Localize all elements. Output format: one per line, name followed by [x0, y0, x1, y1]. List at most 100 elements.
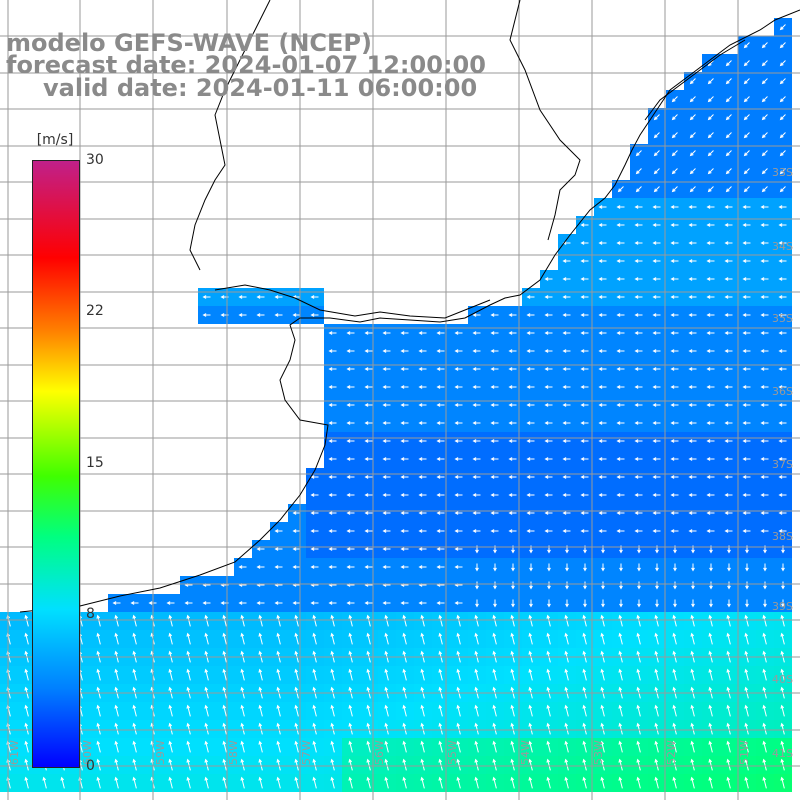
wave-direction-arrow: [600, 776, 605, 789]
wave-direction-arrow: [726, 776, 731, 789]
wave-direction-arrow: [779, 60, 786, 67]
wave-direction-arrow: [492, 614, 497, 627]
wave-direction-arrow: [616, 331, 625, 335]
wave-direction-arrow: [493, 563, 497, 572]
wave-direction-arrow: [600, 758, 605, 771]
wave-direction-arrow: [598, 277, 607, 281]
wave-direction-arrow: [670, 529, 679, 533]
wave-direction-arrow: [96, 668, 101, 681]
wave-direction-arrow: [508, 421, 517, 425]
wave-direction-arrow: [456, 740, 461, 753]
wave-direction-arrow: [619, 599, 623, 608]
wave-direction-arrow: [726, 614, 731, 627]
wave-direction-arrow: [508, 529, 517, 533]
wave-direction-arrow: [328, 511, 337, 515]
wave-direction-arrow: [760, 259, 769, 263]
wave-direction-arrow: [472, 421, 481, 425]
wave-direction-arrow: [778, 259, 787, 263]
wave-direction-arrow: [276, 632, 281, 645]
wave-direction-arrow: [330, 722, 335, 735]
wave-direction-arrow: [454, 385, 463, 389]
wave-direction-arrow: [472, 313, 481, 317]
wave-direction-arrow: [400, 493, 409, 497]
wave-direction-arrow: [653, 168, 660, 175]
wave-direction-arrow: [688, 295, 697, 299]
wave-direction-arrow: [724, 259, 733, 263]
wave-direction-arrow: [96, 758, 101, 771]
wave-direction-arrow: [634, 403, 643, 407]
wave-direction-arrow: [580, 331, 589, 335]
wave-direction-arrow: [778, 295, 787, 299]
wave-direction-arrow: [438, 704, 443, 717]
wave-direction-arrow: [580, 259, 589, 263]
wave-direction-arrow: [600, 722, 605, 735]
wave-direction-arrow: [528, 722, 533, 735]
wave-direction-arrow: [294, 776, 299, 789]
wave-direction-arrow: [132, 668, 137, 681]
wave-direction-arrow: [709, 581, 713, 590]
wave-direction-arrow: [673, 599, 677, 608]
wave-direction-arrow: [310, 529, 319, 533]
wave-direction-arrow: [670, 421, 679, 425]
wave-direction-arrow: [168, 722, 173, 735]
wave-direction-arrow: [472, 457, 481, 461]
wave-direction-arrow: [114, 776, 119, 789]
wave-direction-arrow: [492, 758, 497, 771]
valid-date: valid date: 2024-01-11 06:00:00: [43, 74, 478, 102]
wave-direction-arrow: [456, 776, 461, 789]
wave-direction-arrow: [418, 457, 427, 461]
wave-direction-arrow: [184, 601, 193, 605]
wave-direction-arrow: [364, 367, 373, 371]
wave-direction-arrow: [778, 277, 787, 281]
wave-direction-arrow: [526, 439, 535, 443]
wave-direction-arrow: [346, 421, 355, 425]
wave-direction-arrow: [653, 150, 660, 157]
wave-direction-arrow: [330, 758, 335, 771]
wave-direction-arrow: [762, 722, 767, 735]
wave-direction-arrow: [310, 493, 319, 497]
wave-direction-arrow: [258, 668, 263, 681]
wave-direction-arrow: [222, 614, 227, 627]
wave-direction-arrow: [779, 42, 786, 49]
wave-direction-arrow: [707, 186, 714, 193]
wave-direction-arrow: [708, 776, 713, 789]
wave-direction-arrow: [346, 493, 355, 497]
wave-direction-arrow: [691, 599, 695, 608]
wave-direction-arrow: [330, 776, 335, 789]
wave-direction-arrow: [490, 367, 499, 371]
wave-direction-arrow: [24, 632, 29, 645]
wave-direction-arrow: [760, 349, 769, 353]
wave-direction-arrow: [114, 740, 119, 753]
wave-direction-arrow: [328, 529, 337, 533]
wave-direction-arrow: [742, 277, 751, 281]
wave-direction-arrow: [637, 581, 641, 590]
wave-direction-arrow: [689, 168, 696, 175]
wave-direction-arrow: [780, 632, 785, 645]
wave-direction-arrow: [456, 704, 461, 717]
wave-direction-arrow: [598, 349, 607, 353]
wave-direction-arrow: [582, 614, 587, 627]
wave-direction-arrow: [382, 439, 391, 443]
wave-direction-arrow: [616, 403, 625, 407]
wave-direction-arrow: [186, 704, 191, 717]
wave-direction-arrow: [544, 295, 553, 299]
wave-direction-arrow: [294, 758, 299, 771]
wave-direction-arrow: [258, 614, 263, 627]
colorbar: [32, 160, 80, 768]
wave-direction-arrow: [760, 403, 769, 407]
wave-direction-arrow: [366, 632, 371, 645]
wave-direction-arrow: [384, 668, 389, 681]
wave-direction-arrow: [760, 439, 769, 443]
wave-direction-arrow: [276, 704, 281, 717]
wave-direction-arrow: [706, 259, 715, 263]
wave-direction-arrow: [761, 78, 768, 85]
longitude-label: 58W: [227, 740, 240, 765]
wave-direction-arrow: [707, 150, 714, 157]
wave-direction-arrow: [742, 439, 751, 443]
wave-direction-arrow: [690, 668, 695, 681]
wave-direction-arrow: [328, 367, 337, 371]
wave-direction-arrow: [744, 758, 749, 771]
wave-direction-arrow: [418, 475, 427, 479]
wave-direction-arrow: [310, 295, 319, 299]
